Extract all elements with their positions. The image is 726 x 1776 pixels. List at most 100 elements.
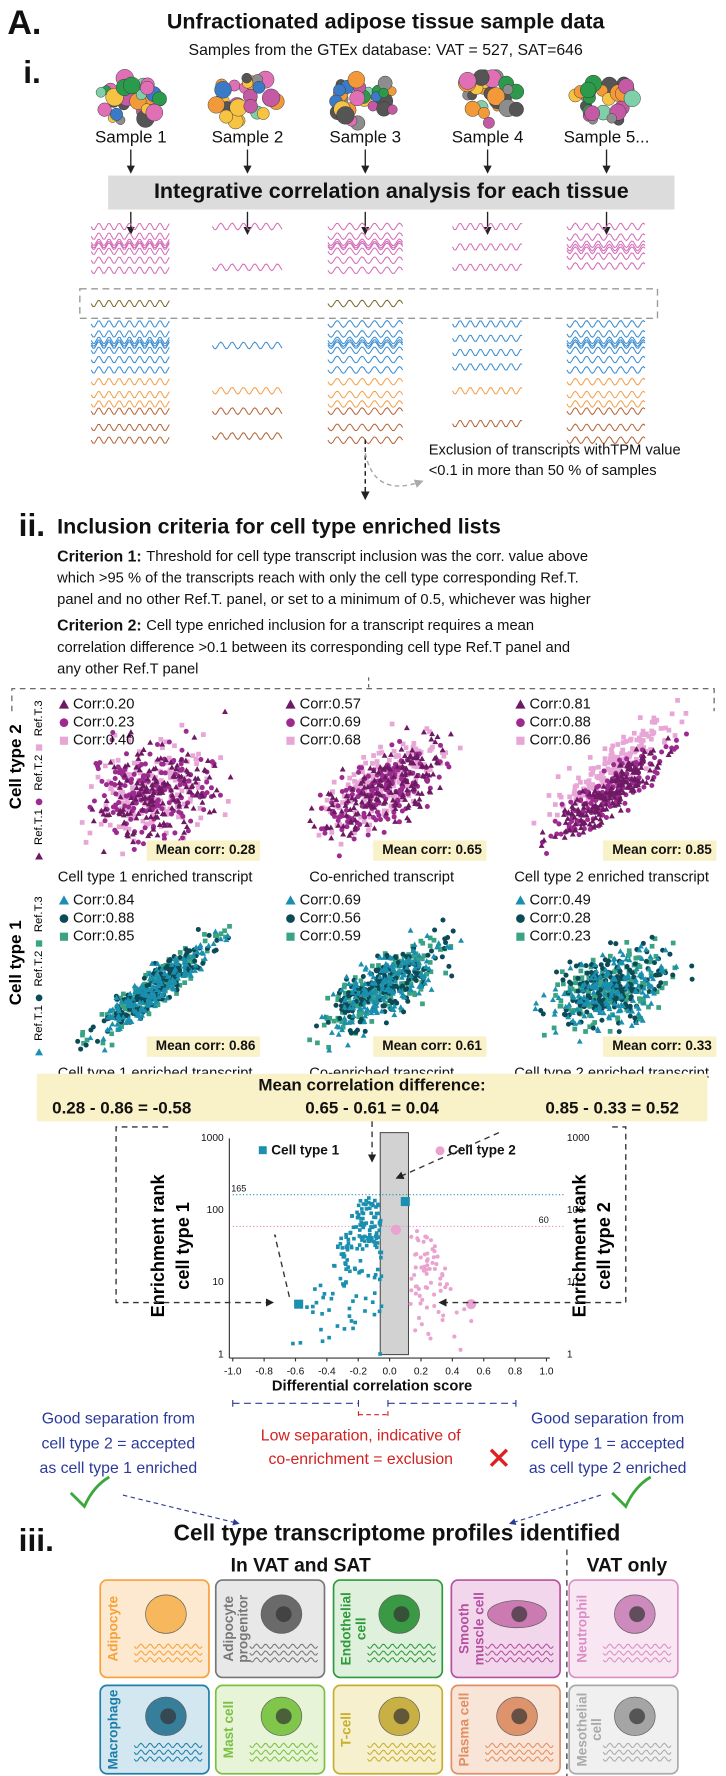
point: [608, 770, 613, 775]
point: [373, 817, 378, 822]
point: [218, 755, 223, 760]
point: [228, 774, 234, 779]
point: [384, 1020, 389, 1025]
point: [557, 793, 562, 798]
point: [652, 716, 657, 721]
wave: [452, 364, 522, 370]
rank-point: [449, 1287, 453, 1291]
rank-point: [413, 1328, 417, 1332]
point: [178, 950, 183, 955]
point: [132, 761, 137, 766]
point: [59, 699, 69, 708]
point: [112, 828, 117, 833]
rank-point: [376, 1268, 380, 1272]
mean-label: Mean corr: 0.85: [612, 842, 712, 857]
check: [71, 1477, 110, 1506]
rank-point: [428, 1336, 432, 1340]
point: [599, 1018, 604, 1023]
rank-point: [378, 1352, 382, 1356]
point: [104, 782, 109, 787]
point: [190, 753, 195, 758]
corr-label: Corr:0.88: [73, 910, 134, 926]
rank-point: [429, 1238, 433, 1242]
point: [351, 805, 357, 810]
rank-point: [409, 1288, 413, 1292]
wave: [328, 424, 403, 431]
rank-point: [376, 1241, 380, 1245]
point: [615, 1015, 620, 1020]
point: [448, 731, 454, 736]
rank-point: [313, 1287, 317, 1291]
point: [387, 998, 392, 1003]
cell-nucleus: [394, 1606, 410, 1622]
point: [603, 746, 608, 751]
separation-text: co-enrichment = exclusion: [268, 1451, 453, 1468]
point: [121, 992, 126, 997]
point: [589, 766, 594, 771]
cell-label: progenitor: [236, 1594, 251, 1663]
rank-point: [361, 1247, 365, 1251]
rank-point: [305, 1305, 309, 1309]
rank-point: [333, 1264, 337, 1268]
rank-point: [356, 1216, 360, 1220]
rank-point: [375, 1231, 379, 1235]
point: [394, 955, 399, 960]
analysis-label: Integrative correlation analysis for eac…: [154, 179, 629, 203]
rank-point: [351, 1299, 355, 1303]
annotation: 60: [539, 1215, 549, 1225]
point: [560, 977, 565, 982]
cell-nucleus: [511, 1708, 527, 1724]
cell-label: T-cell: [339, 1712, 354, 1747]
point: [361, 811, 366, 816]
point: [408, 927, 414, 932]
point: [202, 932, 207, 937]
point: [100, 1036, 106, 1041]
point: [168, 957, 173, 962]
point: [159, 762, 164, 767]
point: [222, 709, 228, 714]
rank-point: [351, 1327, 355, 1331]
point: [576, 989, 581, 994]
point: [319, 826, 324, 831]
rank-point: [373, 1276, 377, 1280]
point: [117, 824, 122, 829]
point: [285, 699, 295, 708]
marker-label: Ref.T.3: [33, 700, 45, 736]
point: [103, 763, 108, 768]
x-tick-label: 1.0: [539, 1366, 553, 1377]
point: [647, 953, 653, 958]
rank-point: [374, 1216, 378, 1220]
point: [317, 833, 322, 838]
point: [330, 991, 336, 996]
point: [399, 746, 405, 751]
rank-point: [418, 1301, 422, 1305]
rank-point: [433, 1244, 437, 1248]
point: [440, 954, 445, 959]
point: [567, 795, 572, 800]
point: [196, 927, 201, 932]
point: [399, 787, 404, 792]
point: [588, 755, 593, 760]
point: [96, 766, 101, 771]
rank-axis-title: cell type 2: [594, 1202, 614, 1290]
point: [664, 744, 669, 749]
point: [625, 964, 630, 969]
sample-cell: [215, 81, 232, 98]
point: [567, 959, 572, 964]
point: [307, 818, 313, 823]
separation-text: Good separation from: [531, 1410, 684, 1427]
corr-label: Corr:0.23: [530, 929, 591, 945]
rank-point: [343, 1261, 347, 1265]
point: [391, 1012, 397, 1017]
point: [590, 771, 595, 776]
point: [132, 772, 137, 777]
point: [369, 1019, 374, 1024]
rank-point: [417, 1316, 421, 1320]
point: [285, 895, 295, 904]
point: [139, 830, 144, 835]
point: [603, 756, 608, 761]
point: [36, 744, 42, 750]
rank-point: [352, 1225, 356, 1229]
point: [566, 1022, 571, 1027]
point: [649, 737, 654, 742]
